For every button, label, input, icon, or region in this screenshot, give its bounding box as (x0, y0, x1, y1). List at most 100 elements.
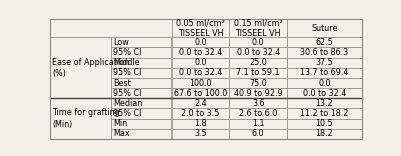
Text: 10.5: 10.5 (315, 119, 332, 128)
Bar (229, 88, 286, 98)
Text: 0.0 to 32.4: 0.0 to 32.4 (178, 68, 222, 77)
Bar (111, 98, 171, 108)
Text: Suture: Suture (310, 24, 337, 33)
Bar (171, 119, 229, 129)
Bar (229, 47, 286, 58)
Text: 95% CI: 95% CI (113, 109, 141, 118)
Bar (229, 19, 286, 37)
Text: 0.0 to 32.4: 0.0 to 32.4 (302, 89, 345, 98)
Bar (286, 47, 361, 58)
Text: Median: Median (113, 99, 142, 108)
Text: 0.0: 0.0 (194, 58, 206, 67)
Text: 0.0: 0.0 (317, 78, 330, 88)
Bar (111, 88, 171, 98)
Text: 11.2 to 18.2: 11.2 to 18.2 (300, 109, 348, 118)
Bar (50, 58, 111, 68)
Bar (171, 88, 229, 98)
Bar (171, 19, 229, 37)
Bar (50, 108, 111, 119)
Text: 0.0: 0.0 (194, 38, 206, 47)
Bar (229, 119, 286, 129)
Text: 95% CI: 95% CI (113, 89, 141, 98)
Bar (171, 108, 229, 119)
Text: Best: Best (113, 78, 130, 88)
Bar (286, 129, 361, 139)
Text: Ease of Application
(%): Ease of Application (%) (52, 58, 129, 78)
Text: 0.0 to 32.4: 0.0 to 32.4 (236, 48, 279, 57)
Text: 30.6 to 86.3: 30.6 to 86.3 (300, 48, 348, 57)
Bar (50, 78, 111, 88)
Text: 95% CI: 95% CI (113, 68, 141, 77)
Bar (111, 119, 171, 129)
Bar (111, 58, 171, 68)
Text: Min: Min (113, 119, 127, 128)
Text: 1.1: 1.1 (251, 119, 264, 128)
Bar (229, 58, 286, 68)
Text: 0.15 ml/cm²
TISSEEL VH: 0.15 ml/cm² TISSEEL VH (233, 18, 282, 38)
Text: 6.0: 6.0 (251, 129, 264, 138)
Bar (50, 37, 111, 98)
Text: 0.05 ml/cm²
TISSEEL VH: 0.05 ml/cm² TISSEEL VH (176, 18, 225, 38)
Bar (171, 68, 229, 78)
Bar (286, 37, 361, 47)
Text: 0.0: 0.0 (251, 38, 264, 47)
Text: 100.0: 100.0 (189, 78, 211, 88)
Text: 3.6: 3.6 (251, 99, 264, 108)
Bar (229, 98, 286, 108)
Text: Middle: Middle (113, 58, 139, 67)
Bar (171, 37, 229, 47)
Text: 13.2: 13.2 (315, 99, 332, 108)
Bar (50, 37, 111, 47)
Bar (286, 78, 361, 88)
Text: 0.0 to 32.4: 0.0 to 32.4 (178, 48, 222, 57)
Bar (50, 88, 111, 98)
Text: 3.5: 3.5 (194, 129, 207, 138)
Bar (286, 88, 361, 98)
Text: 18.2: 18.2 (315, 129, 332, 138)
Bar (286, 98, 361, 108)
Bar (286, 108, 361, 119)
Text: 75.0: 75.0 (249, 78, 266, 88)
Text: 2.0 to 3.5: 2.0 to 3.5 (181, 109, 219, 118)
Bar (286, 68, 361, 78)
Text: 7.1 to 59.1: 7.1 to 59.1 (236, 68, 279, 77)
Bar (111, 78, 171, 88)
Text: 2.4: 2.4 (194, 99, 207, 108)
Text: 40.9 to 92.9: 40.9 to 92.9 (233, 89, 282, 98)
Bar (50, 19, 171, 37)
Bar (171, 129, 229, 139)
Bar (111, 37, 171, 47)
Bar (111, 108, 171, 119)
Text: 67.6 to 100.0: 67.6 to 100.0 (174, 89, 227, 98)
Bar (171, 78, 229, 88)
Bar (286, 58, 361, 68)
Bar (111, 68, 171, 78)
Bar (50, 98, 111, 108)
Bar (286, 119, 361, 129)
Bar (111, 129, 171, 139)
Bar (171, 98, 229, 108)
Text: 95% CI: 95% CI (113, 48, 141, 57)
Text: Low: Low (113, 38, 128, 47)
Text: 1.8: 1.8 (194, 119, 206, 128)
Text: 2.6 to 6.0: 2.6 to 6.0 (239, 109, 277, 118)
Bar (50, 119, 111, 129)
Bar (229, 68, 286, 78)
Text: Time for grafting
(Min): Time for grafting (Min) (52, 108, 119, 129)
Text: 13.7 to 69.4: 13.7 to 69.4 (300, 68, 348, 77)
Bar (50, 98, 111, 139)
Bar (111, 47, 171, 58)
Bar (229, 78, 286, 88)
Text: Max: Max (113, 129, 129, 138)
Bar (50, 129, 111, 139)
Text: 62.5: 62.5 (315, 38, 332, 47)
Bar (171, 58, 229, 68)
Bar (286, 19, 361, 37)
Text: 37.5: 37.5 (315, 58, 332, 67)
Text: 25.0: 25.0 (249, 58, 266, 67)
Bar (229, 108, 286, 119)
Bar (50, 68, 111, 78)
Bar (229, 37, 286, 47)
Bar (229, 129, 286, 139)
Bar (50, 47, 111, 58)
